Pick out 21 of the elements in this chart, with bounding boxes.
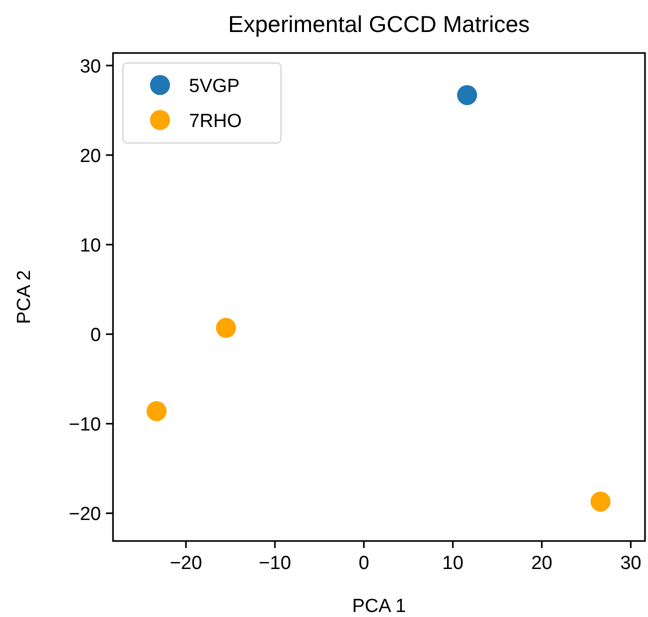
y-tick-label: 0 — [90, 325, 101, 346]
chart-title: Experimental GCCD Matrices — [228, 11, 530, 37]
y-axis-title: PCA 2 — [14, 270, 35, 324]
point — [590, 492, 611, 512]
y-tick-label: 30 — [80, 56, 101, 78]
point — [146, 401, 167, 422]
x-tick-label: −10 — [258, 553, 292, 574]
x-tick-label: 20 — [531, 553, 552, 574]
legend-label: 5VGP — [189, 76, 240, 97]
point — [457, 85, 478, 106]
y-tick-label: 10 — [80, 236, 101, 257]
legend-label: 7RHO — [189, 111, 242, 132]
y-tick-label: 20 — [80, 146, 101, 168]
point — [216, 318, 236, 338]
x-tick-label: −20 — [170, 553, 202, 574]
x-axis-title: PCA 1 — [352, 596, 406, 617]
x-tick-label: 30 — [620, 553, 642, 574]
x-tick-label: 0 — [358, 553, 370, 574]
y-tick-label: −10 — [68, 414, 101, 436]
x-tick-label: 10 — [442, 553, 464, 574]
y-tick-label: −20 — [68, 504, 101, 526]
